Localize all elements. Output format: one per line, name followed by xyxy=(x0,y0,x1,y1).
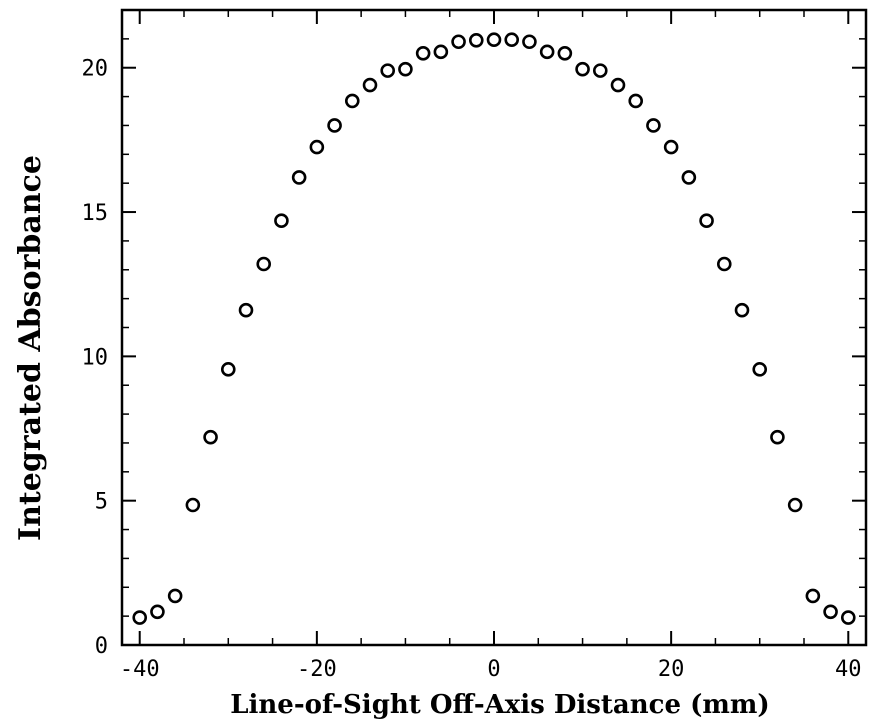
data-point xyxy=(575,61,590,77)
data-point xyxy=(256,256,272,272)
axis-tick-labels: -40 -20 0 20 40 0 5 10 15 20 xyxy=(82,57,862,682)
y-axis-title: Integrated Absorbance xyxy=(13,155,48,541)
data-point xyxy=(415,45,431,61)
data-point xyxy=(220,362,236,377)
x-tick-label: 0 xyxy=(487,657,500,682)
data-point xyxy=(486,32,502,48)
x-axis-title: Line-of-Sight Off-Axis Distance (mm) xyxy=(230,690,769,720)
data-point xyxy=(663,139,679,155)
data-point xyxy=(699,213,714,229)
plot-border xyxy=(120,8,868,647)
axis-ticks xyxy=(122,9,866,646)
data-point xyxy=(770,429,785,445)
data-point xyxy=(646,118,661,133)
y-tick-label: 5 xyxy=(95,490,108,515)
data-point xyxy=(557,45,573,61)
y-tick-label: 10 xyxy=(82,345,109,370)
data-point xyxy=(628,93,644,109)
data-point xyxy=(185,497,201,513)
y-tick-label: 20 xyxy=(82,57,109,82)
data-point xyxy=(522,34,537,50)
data-point xyxy=(291,170,307,185)
data-point xyxy=(592,63,608,78)
data-point xyxy=(716,256,732,272)
data-point xyxy=(327,118,342,133)
plot-frame xyxy=(120,8,868,647)
data-point xyxy=(132,610,148,625)
data-point xyxy=(150,604,165,620)
data-point xyxy=(539,44,555,60)
data-point xyxy=(238,302,254,318)
data-point xyxy=(380,63,396,78)
data-point xyxy=(734,302,750,318)
data-point xyxy=(203,429,218,445)
data-point xyxy=(504,32,520,48)
y-tick-label: 0 xyxy=(95,634,108,659)
y-tick-label: 15 xyxy=(82,201,109,226)
data-point xyxy=(468,33,484,48)
data-point xyxy=(433,44,449,60)
x-tick-label: 40 xyxy=(835,657,862,682)
data-point xyxy=(681,170,697,185)
data-point xyxy=(344,93,360,109)
data-point xyxy=(610,77,626,93)
x-tick-label: -40 xyxy=(120,657,160,682)
data-point xyxy=(309,139,325,155)
data-points xyxy=(132,32,856,625)
data-point xyxy=(362,77,378,93)
data-point xyxy=(840,610,856,625)
data-point xyxy=(274,213,289,229)
x-tick-label: -20 xyxy=(297,657,337,682)
data-point xyxy=(805,588,821,604)
data-point xyxy=(398,61,413,77)
data-point xyxy=(787,497,803,513)
data-point xyxy=(752,362,768,377)
data-point xyxy=(451,34,466,50)
data-point xyxy=(823,604,838,620)
data-point xyxy=(167,588,183,604)
x-tick-label: 20 xyxy=(658,657,685,682)
